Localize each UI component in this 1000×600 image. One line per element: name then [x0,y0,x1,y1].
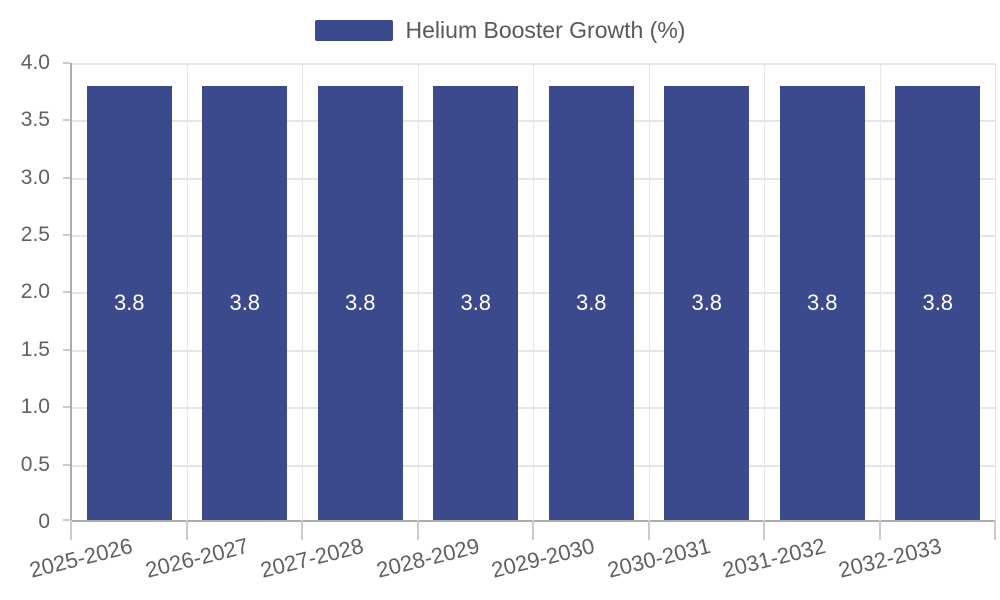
x-axis-tick [878,520,881,540]
bar-column: 3.8 2025-2026 [27,63,188,583]
x-axis-tick [532,520,534,540]
bar-column: 3.8 2028-2029 [373,63,534,583]
bar-value-label: 3.8 [460,289,492,315]
y-axis-tick [63,119,70,121]
bar-column: 3.8 2027-2028 [258,63,419,583]
bar-column: 3.8 2030-2031 [604,63,765,583]
bar-column: 3.8 2031-2032 [720,63,881,583]
bar-value-label: 3.8 [806,289,838,315]
bar-value-label: 3.8 [113,289,145,315]
legend-swatch [314,19,393,41]
bar[interactable]: 3.8 [895,85,981,520]
gridline [72,120,996,122]
bar-value-label: 3.8 [229,289,261,315]
gridline [72,63,996,65]
gridline [72,178,996,180]
x-axis-label: 2027-2028 [257,533,367,583]
y-tick-label: 4.0 [20,51,50,74]
x-axis-tick [647,520,650,540]
y-axis-tick [63,349,70,351]
y-axis-tick [63,464,70,466]
gridline [72,350,996,352]
y-tick-label: 3.5 [20,108,50,131]
x-axis-tick [301,520,303,540]
y-axis-tick [63,406,70,408]
x-axis-label: 2030-2031 [604,533,713,583]
bar-value-label: 3.8 [575,289,607,315]
y-tick-label: 0.5 [20,453,50,476]
x-axis-label: 2031-2032 [719,533,829,583]
x-axis-label: 2029-2030 [488,533,598,583]
bar-value-label: 3.8 [344,289,376,315]
y-axis: 4.0 3.5 3.0 2.5 2.0 1.5 1.0 0.5 0 [0,52,70,533]
x-axis-label: 2032-2033 [835,533,944,583]
bar-value-label: 3.8 [922,289,954,315]
x-axis-label: 2025-2026 [26,533,136,583]
y-axis-tick [63,177,70,179]
y-axis-tick [63,291,70,293]
bar-series: 3.8 2025-2026 3.8 2026-2027 3.8 2027-202… [27,63,996,583]
gridline [72,292,996,294]
bar-value-label: 3.8 [691,289,723,315]
x-axis-label: 2026-2027 [142,533,251,583]
x-axis-tick [416,520,419,540]
legend-item[interactable]: Helium Booster Growth (%) [0,17,1000,43]
y-tick-label: 0 [38,510,50,533]
gridline [72,465,996,467]
x-axis-tick [185,520,188,540]
x-axis-tick [994,520,996,540]
y-axis-tick [63,234,70,236]
plot-area: 3.8 2025-2026 3.8 2026-2027 3.8 2027-202… [27,63,996,583]
gridline [72,235,996,237]
bar-column: 3.8 2026-2027 [142,63,303,583]
gridline [72,407,996,409]
bar[interactable]: 3.8 [202,85,288,520]
y-tick-label: 2.5 [20,223,50,246]
bar[interactable]: 3.8 [317,85,403,520]
bar-column: 3.8 2032-2033 [835,63,996,583]
bar[interactable]: 3.8 [779,85,865,520]
y-tick-label: 1.5 [20,338,50,361]
y-tick-label: 2.0 [20,280,50,303]
bar[interactable]: 3.8 [433,85,519,520]
bar[interactable]: 3.8 [664,85,750,520]
x-axis-tick [70,520,72,540]
y-tick-label: 1.0 [20,395,50,418]
legend-label: Helium Booster Growth (%) [405,17,686,43]
bar[interactable]: 3.8 [548,85,634,520]
y-tick-label: 3.0 [20,166,50,189]
x-axis-tick [763,520,765,540]
x-axis-label: 2028-2029 [373,533,482,583]
bar[interactable]: 3.8 [86,85,172,520]
y-axis-tick [63,62,70,64]
bar-column: 3.8 2029-2030 [489,63,650,583]
y-axis-tick [63,519,70,521]
